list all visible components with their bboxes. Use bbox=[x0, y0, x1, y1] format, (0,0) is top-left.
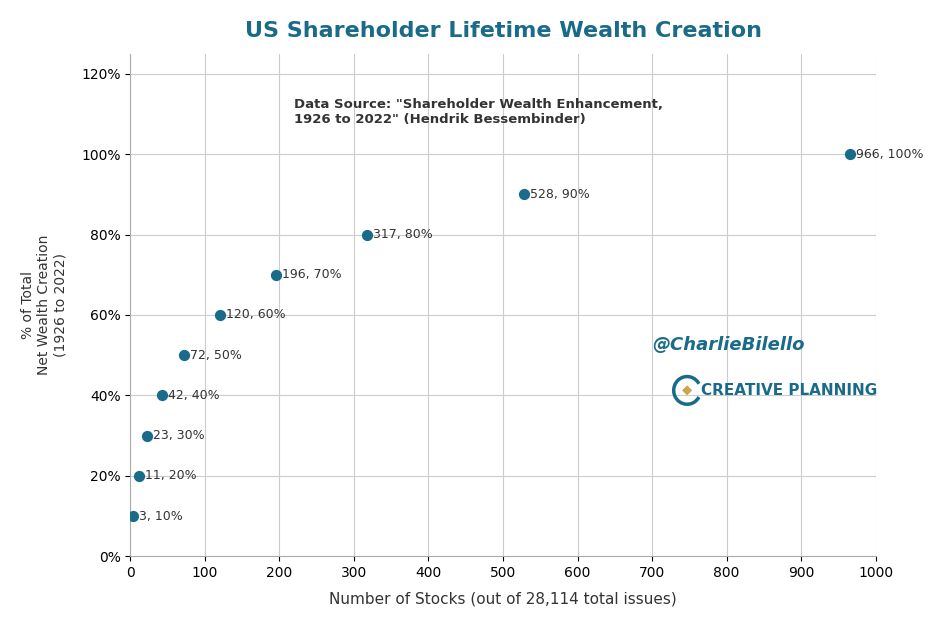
Y-axis label: % of Total
Net Wealth Creation
(1926 to 2022): % of Total Net Wealth Creation (1926 to … bbox=[21, 234, 67, 375]
Point bbox=[140, 431, 155, 441]
Text: CREATIVE PLANNING: CREATIVE PLANNING bbox=[700, 383, 876, 398]
Text: 196, 70%: 196, 70% bbox=[282, 268, 342, 282]
Text: 120, 60%: 120, 60% bbox=[226, 308, 285, 322]
Point bbox=[212, 310, 228, 320]
Text: 11, 20%: 11, 20% bbox=[144, 470, 196, 482]
Point bbox=[515, 189, 531, 199]
Title: US Shareholder Lifetime Wealth Creation: US Shareholder Lifetime Wealth Creation bbox=[244, 21, 761, 41]
Text: 72, 50%: 72, 50% bbox=[190, 349, 242, 362]
Text: 3, 10%: 3, 10% bbox=[139, 510, 182, 523]
Point bbox=[125, 511, 140, 521]
Point bbox=[842, 149, 857, 159]
X-axis label: Number of Stocks (out of 28,114 total issues): Number of Stocks (out of 28,114 total is… bbox=[329, 591, 676, 606]
Text: @CharlieBilello: @CharlieBilello bbox=[651, 336, 803, 354]
Point bbox=[177, 350, 192, 361]
Point bbox=[269, 270, 284, 280]
Text: 23, 30%: 23, 30% bbox=[153, 429, 205, 442]
Text: 528, 90%: 528, 90% bbox=[530, 188, 589, 201]
Point bbox=[359, 229, 374, 240]
Point bbox=[131, 471, 146, 481]
Text: 966, 100%: 966, 100% bbox=[855, 147, 923, 161]
Text: 317, 80%: 317, 80% bbox=[372, 228, 432, 241]
Polygon shape bbox=[683, 386, 691, 394]
Point bbox=[154, 391, 169, 401]
Text: Data Source: "Shareholder Wealth Enhancement,
1926 to 2022" (Hendrik Bessembinde: Data Source: "Shareholder Wealth Enhance… bbox=[294, 98, 663, 126]
Text: 42, 40%: 42, 40% bbox=[167, 389, 219, 402]
